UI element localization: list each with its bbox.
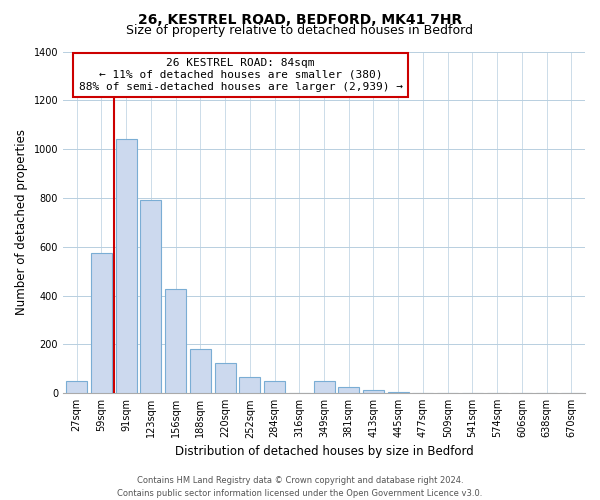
- Bar: [239, 378, 260, 393]
- Bar: [140, 200, 161, 393]
- Bar: [264, 381, 285, 393]
- X-axis label: Distribution of detached houses by size in Bedford: Distribution of detached houses by size …: [175, 444, 473, 458]
- Bar: [338, 387, 359, 393]
- Text: 26, KESTREL ROAD, BEDFORD, MK41 7HR: 26, KESTREL ROAD, BEDFORD, MK41 7HR: [138, 12, 462, 26]
- Text: Contains HM Land Registry data © Crown copyright and database right 2024.
Contai: Contains HM Land Registry data © Crown c…: [118, 476, 482, 498]
- Bar: [165, 290, 186, 393]
- Bar: [314, 381, 335, 393]
- Bar: [66, 381, 87, 393]
- Bar: [363, 390, 384, 393]
- Text: Size of property relative to detached houses in Bedford: Size of property relative to detached ho…: [127, 24, 473, 37]
- Y-axis label: Number of detached properties: Number of detached properties: [15, 130, 28, 316]
- Bar: [91, 253, 112, 393]
- Bar: [116, 140, 137, 393]
- Bar: [190, 350, 211, 393]
- Bar: [215, 362, 236, 393]
- Bar: [388, 392, 409, 393]
- Text: 26 KESTREL ROAD: 84sqm
← 11% of detached houses are smaller (380)
88% of semi-de: 26 KESTREL ROAD: 84sqm ← 11% of detached…: [79, 58, 403, 92]
